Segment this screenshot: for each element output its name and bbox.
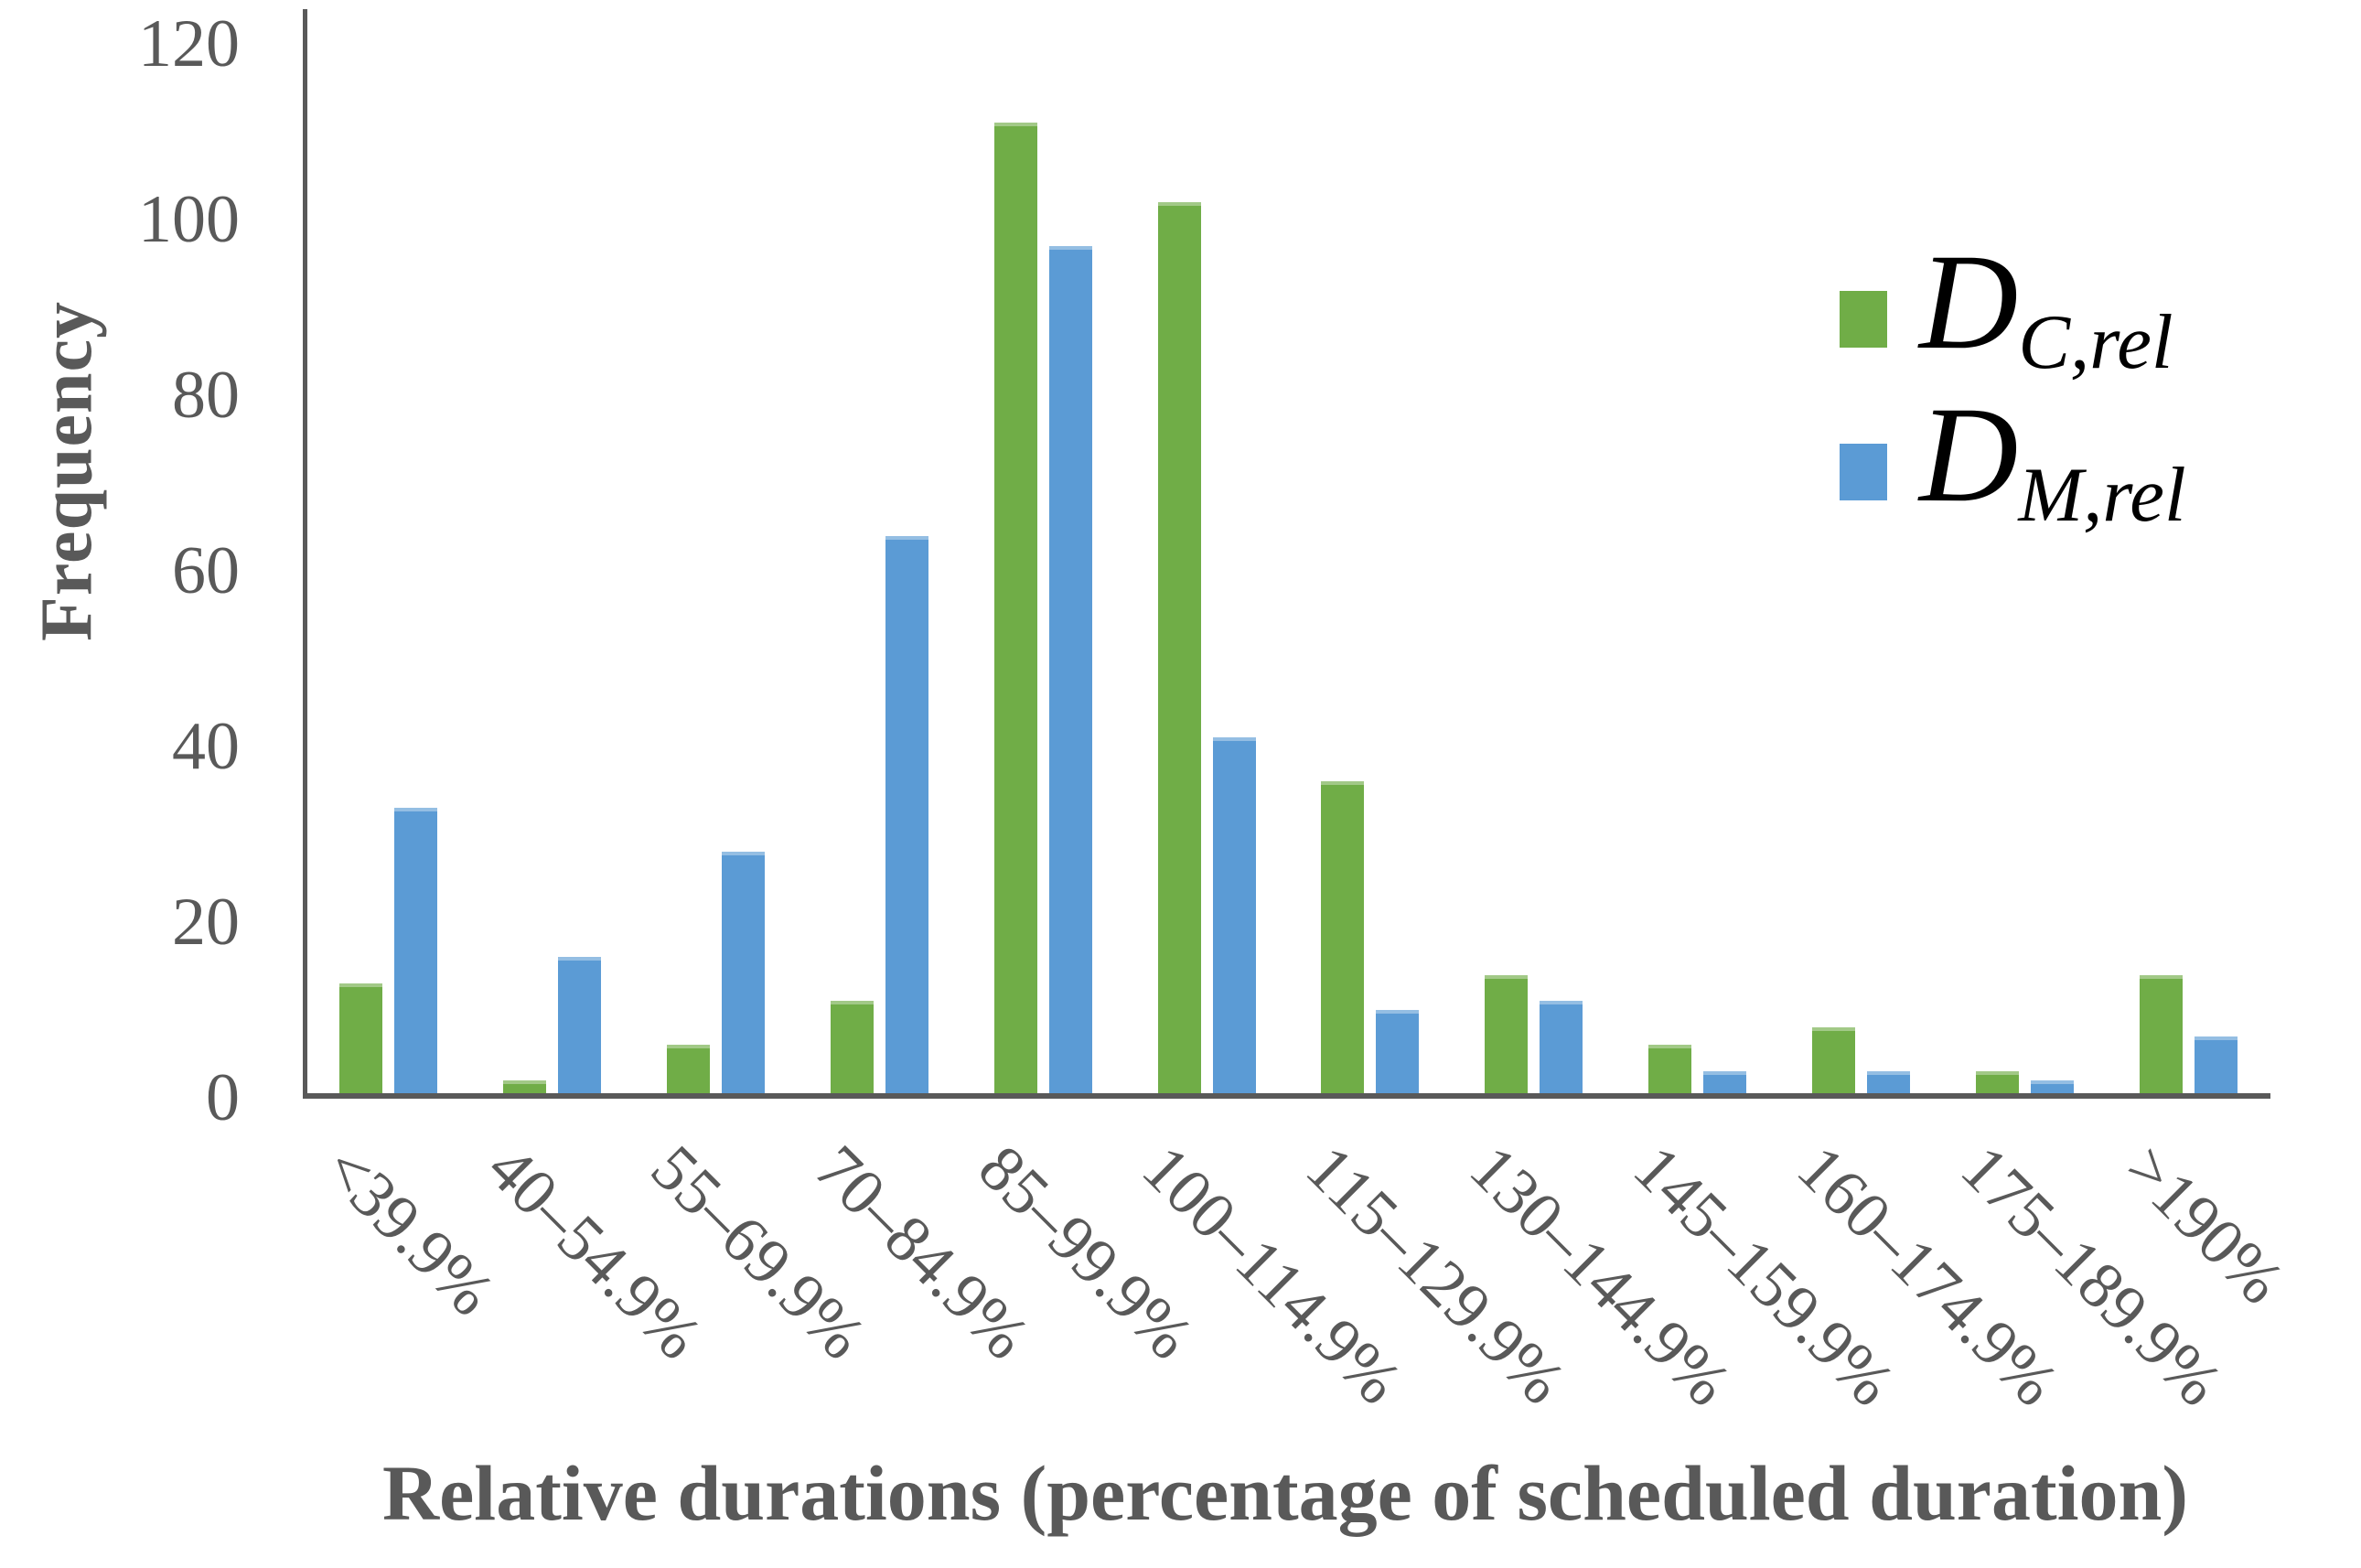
bar-dm-rel-3 (885, 535, 928, 1097)
y-axis-line (303, 9, 307, 1099)
bar-dm-rel-0 (393, 808, 437, 1097)
y-tick-label-60: 60 (172, 533, 240, 608)
y-tick-label-80: 80 (172, 358, 240, 433)
legend-dc-subscript: C,rel (2018, 299, 2173, 385)
y-tick-label-0: 0 (206, 1060, 240, 1135)
bar-dc-rel-3 (830, 1001, 874, 1097)
bar-dc-rel-2 (666, 1045, 710, 1097)
bar-dm-rel-1 (557, 957, 601, 1097)
bar-dc-rel-9 (1812, 1027, 1856, 1097)
bar-dm-rel-4 (1048, 245, 1092, 1097)
y-tick-label-20: 20 (172, 885, 240, 960)
bar-dm-rel-10 (2031, 1079, 2075, 1097)
y-tick-label-100: 100 (138, 182, 240, 257)
legend-dm-symbol: D (1919, 379, 2019, 531)
legend-label-dc-rel: DC,rel (1919, 233, 2173, 391)
bar-dm-rel-8 (1703, 1071, 1747, 1097)
x-axis-line (303, 1093, 2270, 1099)
bar-dc-rel-0 (338, 983, 382, 1097)
bar-dm-rel-5 (1212, 737, 1256, 1097)
bar-dc-rel-1 (502, 1079, 546, 1097)
legend-dc-symbol: D (1919, 226, 2019, 378)
bar-dm-rel-6 (1376, 1010, 1420, 1097)
bar-dc-rel-6 (1321, 781, 1365, 1097)
bar-dm-rel-9 (1867, 1071, 1911, 1097)
bar-dm-rel-2 (721, 852, 765, 1097)
legend-dm-subscript: M,rel (2018, 452, 2186, 538)
bar-dc-rel-5 (1157, 201, 1201, 1097)
legend-swatch-dm-rel (1840, 444, 1887, 500)
bar-dc-rel-4 (993, 123, 1037, 1097)
x-tick-label-0: <39.9% (310, 1131, 510, 1330)
bar-dc-rel-7 (1485, 974, 1529, 1097)
y-tick-label-40: 40 (172, 709, 240, 784)
bar-dc-rel-10 (1976, 1071, 2020, 1097)
legend-label-dm-rel: DM,rel (1919, 386, 2186, 543)
bar-dc-rel-8 (1648, 1045, 1692, 1097)
legend-swatch-dc-rel (1840, 291, 1887, 348)
bar-dm-rel-11 (2195, 1036, 2238, 1097)
y-tick-label-120: 120 (138, 6, 240, 81)
bar-dc-rel-11 (2140, 974, 2184, 1097)
bar-dm-rel-7 (1540, 1001, 1583, 1097)
x-axis-title: Relative durations (percentage of schedu… (382, 1449, 2188, 1537)
